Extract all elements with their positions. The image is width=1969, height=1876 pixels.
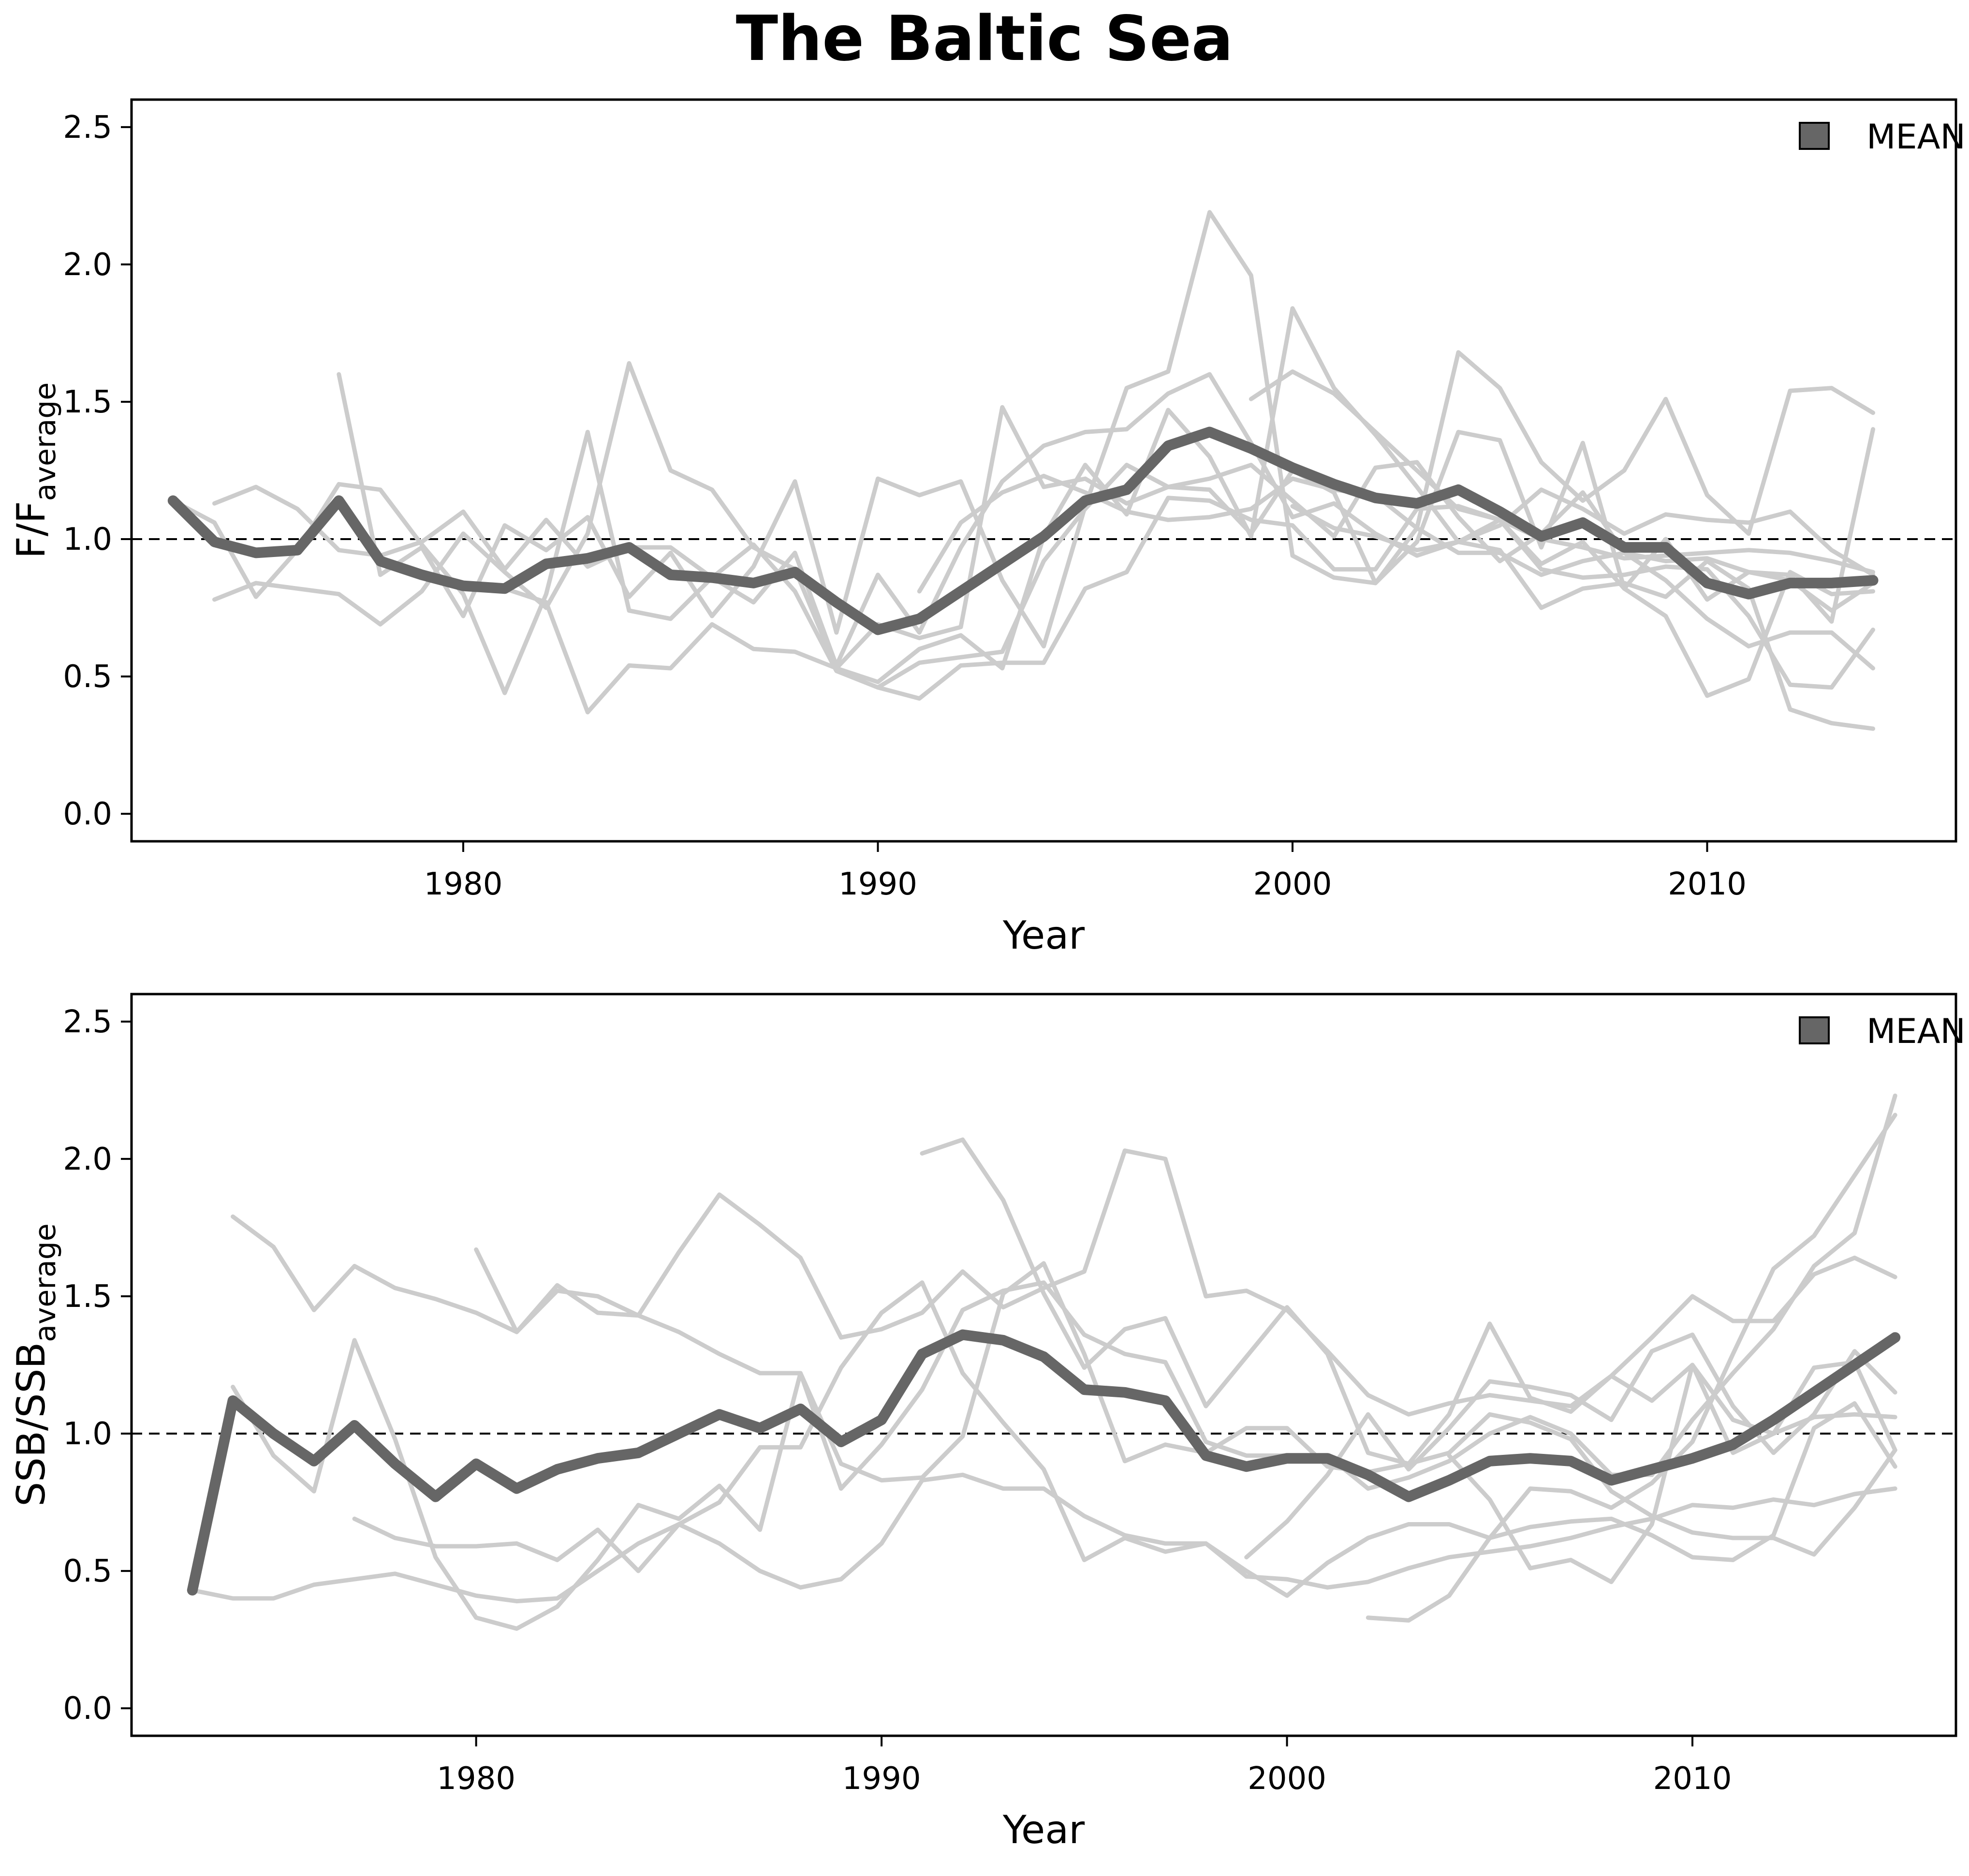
y-tick-label: 1.5 <box>63 384 112 420</box>
stock-series-line-8 <box>876 460 1875 690</box>
stock-series-line-2 <box>212 361 1875 671</box>
stock-series-line-8 <box>1366 1113 1897 1623</box>
x-tick-label: 1990 <box>838 866 917 902</box>
fishing-mortality-chart: 0.0 0.5 1.0 1.5 2.0 2.5 1980 1990 2000 2010 MEAN Ye… <box>9 98 1966 958</box>
y-tick-label: 0.5 <box>63 659 112 695</box>
x-tick-label: 2000 <box>1248 1761 1326 1797</box>
y-axis-title-main: F/F <box>9 501 54 558</box>
y-tick-label: 2.5 <box>63 1004 112 1040</box>
stock-series-line-2 <box>190 1472 1897 1604</box>
spawning-stock-biomass-panel: 0.0 0.5 1.0 1.5 2.0 2.5 1980 1990 2000 2010 MEAN Ye… <box>0 982 1969 1876</box>
y-axis-title-subscript: average <box>29 1223 62 1342</box>
y-tick-label: 0.0 <box>63 796 112 832</box>
spawning-stock-biomass-chart: 0.0 0.5 1.0 1.5 2.0 2.5 1980 1990 2000 2010 MEAN Ye… <box>9 993 1966 1852</box>
stock-series-line-9 <box>1290 504 1875 690</box>
plot-frame <box>130 98 1957 843</box>
x-tick-label: 1980 <box>424 866 503 902</box>
x-tick-label: 2010 <box>1668 866 1747 902</box>
stock-series-line-6 <box>920 1137 1897 1466</box>
figure-title: The Baltic Sea <box>735 3 1234 75</box>
legend-swatch <box>1799 1016 1830 1044</box>
mean-series-line <box>187 1329 1901 1596</box>
y-axis-title: F/Faverage <box>9 382 62 559</box>
x-tick-label: 1990 <box>842 1761 921 1797</box>
legend-swatch <box>1799 122 1830 150</box>
y-tick-label: 0.5 <box>63 1554 112 1589</box>
x-axis-title: Year <box>1002 1807 1085 1852</box>
stock-series-line-1 <box>212 372 1875 668</box>
y-tick-label: 2.5 <box>63 110 112 146</box>
stock-series-line-7 <box>1244 1333 1897 1560</box>
x-tick-label: 2010 <box>1653 1761 1732 1797</box>
stock-series-line-3 <box>231 1261 1897 1631</box>
stock-series-line-5 <box>352 1280 1897 1598</box>
x-axis-title: Year <box>1002 913 1085 958</box>
plot-frame <box>130 993 1957 1737</box>
y-tick-label: 1.0 <box>63 1416 112 1452</box>
stock-series-line-9 <box>1447 1360 1897 1584</box>
stock-series-line-4 <box>337 210 1875 649</box>
y-tick-label: 1.0 <box>63 522 112 557</box>
fishing-mortality-panel: 0.0 0.5 1.0 1.5 2.0 2.5 1980 1990 2000 2010 MEAN Ye… <box>0 87 1969 982</box>
y-tick-label: 2.0 <box>63 1142 112 1177</box>
legend-label: MEAN <box>1866 117 1966 157</box>
stock-series-line-6 <box>917 427 1875 624</box>
y-axis-title-main: SSB/SSB <box>9 1342 54 1507</box>
stock-series-line-7 <box>1249 369 1875 574</box>
y-tick-label: 1.5 <box>63 1279 112 1315</box>
stock-series-line-1 <box>231 1148 1897 1436</box>
y-axis-title: SSB/SSBaverage <box>9 1223 62 1506</box>
y-axis-title-subscript: average <box>29 382 62 501</box>
y-tick-label: 2.0 <box>63 247 112 283</box>
mean-series-line <box>167 426 1879 635</box>
x-tick-label: 1980 <box>437 1761 515 1797</box>
legend-label: MEAN <box>1866 1011 1966 1051</box>
x-tick-label: 2000 <box>1253 866 1332 902</box>
y-tick-label: 0.0 <box>63 1691 112 1727</box>
